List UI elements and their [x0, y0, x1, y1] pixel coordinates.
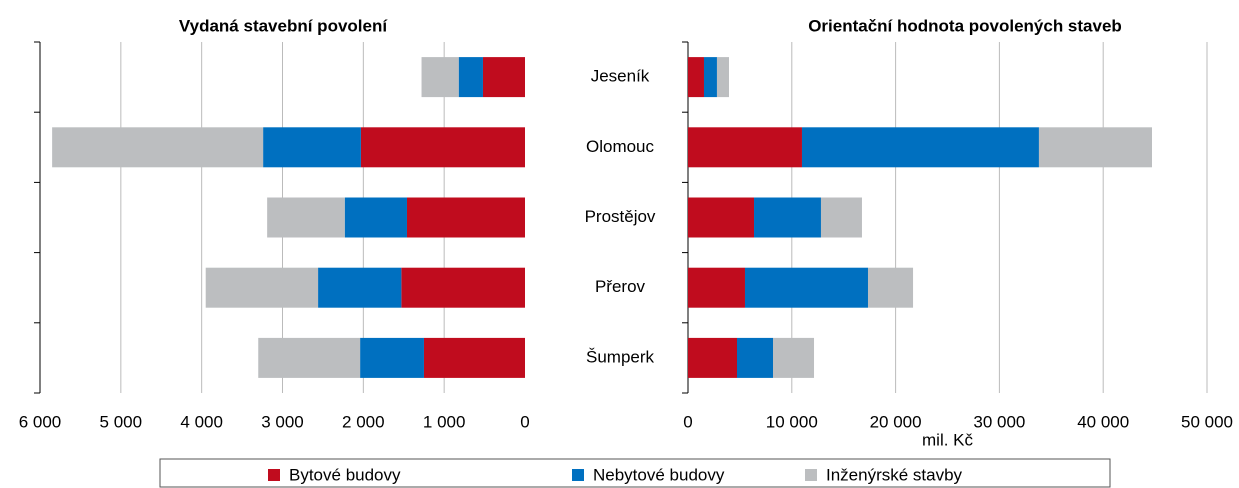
legend-swatch [268, 469, 280, 481]
bar-segment [267, 197, 345, 238]
x-tick-label: 20 000 [870, 412, 922, 431]
category-label: Přerov [595, 277, 646, 296]
bar-segment [482, 57, 525, 98]
bar-segment [688, 267, 745, 308]
legend-box [159, 458, 1111, 488]
x-tick-label: 30 000 [973, 412, 1025, 431]
bar-segment [360, 337, 424, 378]
bar-segment [801, 127, 1039, 168]
legend-swatch [805, 469, 817, 481]
x-tick-label: 10 000 [766, 412, 818, 431]
x-tick-label: 40 000 [1077, 412, 1129, 431]
x-tick-label: 6 000 [19, 412, 62, 431]
category-label: Jeseník [591, 67, 650, 86]
chart-title: Vydaná stavební povolení [179, 16, 388, 35]
bar-segment [744, 267, 868, 308]
bar-segment [1038, 127, 1152, 168]
x-tick-label: 4 000 [180, 412, 223, 431]
x-tick-label: 5 000 [100, 412, 143, 431]
bar-segment [688, 337, 737, 378]
category-label: Olomouc [586, 137, 655, 156]
bar-segment [52, 127, 264, 168]
bar-segment [688, 127, 802, 168]
bar-segment [688, 197, 755, 238]
x-tick-label: 50 000 [1181, 412, 1233, 431]
bar-segment [754, 197, 821, 238]
category-label: Šumperk [586, 347, 655, 366]
bar-segment [263, 127, 361, 168]
bar-segment [318, 267, 402, 308]
legend-label: Inženýrské stavby [826, 465, 963, 484]
x-axis-title: mil. Kč [922, 430, 974, 449]
bar-segment [421, 57, 459, 98]
category-label: Prostějov [585, 207, 656, 226]
bar-segment [458, 57, 483, 98]
bar-segment [820, 197, 862, 238]
x-tick-label: 3 000 [261, 412, 304, 431]
bar-segment [716, 57, 730, 98]
bar-segment [406, 197, 525, 238]
x-tick-label: 1 000 [423, 412, 466, 431]
bar-segment [688, 57, 704, 98]
bar-segment [773, 337, 815, 378]
x-tick-label: 0 [520, 412, 529, 431]
bar-segment [344, 197, 407, 238]
legend-swatch [572, 469, 584, 481]
x-tick-label: 2 000 [342, 412, 385, 431]
legend-label: Bytové budovy [289, 465, 401, 484]
bar-segment [867, 267, 914, 308]
bar-segment [401, 267, 525, 308]
bar-segment [703, 57, 717, 98]
chart-title: Orientační hodnota povolených staveb [808, 16, 1122, 35]
bar-segment [736, 337, 774, 378]
bar-segment [423, 337, 525, 378]
bar-segment [360, 127, 525, 168]
bar-segment [258, 337, 361, 378]
bar-segment [205, 267, 319, 308]
x-tick-label: 0 [683, 412, 692, 431]
legend-label: Nebytové budovy [593, 465, 725, 484]
